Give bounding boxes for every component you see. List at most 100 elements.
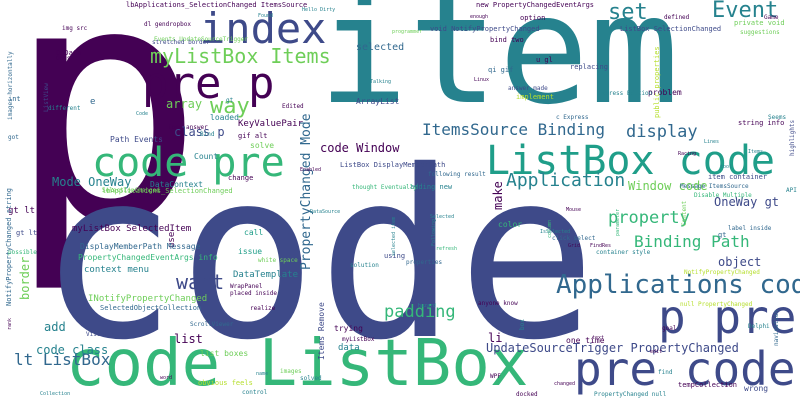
- word: word: [160, 375, 173, 381]
- word: property: [608, 208, 690, 228]
- word: images: [280, 368, 302, 375]
- word: code Window: [320, 141, 400, 155]
- word: obvious feels: [198, 379, 253, 387]
- word: option: [520, 14, 546, 22]
- word: Found: [258, 13, 274, 19]
- word: OnData: [56, 49, 82, 57]
- word: rank: [7, 317, 13, 330]
- word: gt lt: [16, 229, 38, 237]
- word: navigation: [773, 309, 780, 346]
- word: data: [338, 343, 360, 353]
- word: tempCollection: [678, 381, 738, 389]
- word: solve: [250, 141, 275, 150]
- word: c Express: [556, 114, 589, 121]
- word: pre p: [142, 58, 275, 109]
- word: KeyValuePair: [238, 119, 304, 129]
- word: Express Edition: [598, 90, 653, 97]
- word: wrong: [744, 384, 769, 393]
- word: item container: [708, 173, 768, 181]
- word: lbApplications_SelectionChanged ItemsSou…: [126, 1, 308, 9]
- word: Disable Multiple: [694, 192, 752, 199]
- word: object: [718, 255, 762, 269]
- word: INotifyPropertyChanged: [88, 294, 208, 304]
- word: PropertyChanged null: [594, 391, 667, 398]
- word: Mouse: [566, 207, 582, 213]
- word: NotifyPropertyChanged string: [5, 187, 13, 306]
- word: Talking: [370, 79, 392, 85]
- word: private void: [734, 19, 785, 27]
- word: API: [786, 187, 797, 194]
- word: set: [608, 0, 648, 25]
- word: answer made: [508, 85, 548, 92]
- word: following result: [428, 171, 486, 178]
- word: make: [491, 181, 505, 210]
- word: Bind: [200, 131, 215, 138]
- word: FindRes: [590, 243, 612, 249]
- word: trying: [334, 324, 363, 333]
- word: WrapPanel: [230, 283, 263, 290]
- word: string info: [738, 119, 785, 127]
- word: name: [256, 371, 269, 377]
- word: one time: [566, 336, 605, 345]
- word: code pre: [92, 140, 285, 186]
- word: e: [90, 97, 96, 107]
- word: Applications code: [556, 270, 800, 300]
- word: programmer: [392, 29, 423, 35]
- word: Content: [681, 200, 688, 226]
- word: class p: [174, 125, 225, 139]
- word: myListBox: [342, 336, 375, 343]
- word: change: [228, 174, 254, 182]
- word: Window code: [628, 179, 708, 193]
- word: lt ListBox: [14, 350, 111, 369]
- word: Lines: [704, 139, 720, 145]
- word: SelectionChanged: [102, 187, 160, 194]
- word: stretched border: [152, 39, 210, 46]
- word: Linux: [474, 77, 490, 83]
- word: got: [8, 134, 19, 141]
- word: using: [384, 252, 406, 260]
- word: properties: [406, 259, 443, 266]
- word: solution: [350, 262, 379, 269]
- word: list: [174, 332, 203, 346]
- word: qi gif: [488, 66, 514, 74]
- word: text: [592, 335, 605, 341]
- word: PropertyChanged Mode: [299, 113, 314, 270]
- word: possible: [8, 249, 37, 256]
- word: ItemsSource Binding: [422, 120, 606, 139]
- word: images horizontally: [7, 51, 14, 120]
- word: problem: [648, 88, 682, 97]
- word: color: [498, 220, 523, 229]
- word: replacing: [570, 63, 608, 71]
- word: changed: [554, 381, 576, 387]
- word: p: [6, 0, 205, 297]
- word: Racing: [678, 151, 697, 157]
- word: null PropertyChanged: [680, 301, 753, 308]
- word: int: [8, 95, 21, 103]
- word: Grid: [568, 243, 581, 249]
- word: DisplayMemberPath Message: [80, 242, 201, 251]
- word: ListBox DisplayMemberPath: [340, 161, 446, 169]
- word: white space: [258, 257, 298, 264]
- word: solved: [300, 375, 322, 382]
- word: gt: [226, 97, 234, 104]
- word: PropertyChangedEventArgs info: [78, 253, 218, 262]
- word: Count: [194, 152, 219, 161]
- word: parameter: [615, 208, 621, 236]
- word: Following: [431, 218, 437, 246]
- word: ListBox SelectionChanged: [620, 25, 722, 33]
- word: placed inside: [230, 290, 277, 297]
- word: padding: [384, 302, 456, 322]
- word: call: [244, 228, 264, 237]
- word: enough: [470, 14, 489, 20]
- word: refresh: [436, 246, 458, 252]
- word: OneWay gt: [714, 195, 780, 209]
- word: Selected: [430, 214, 455, 220]
- word: thought Eventually: [352, 184, 418, 191]
- word: container style: [596, 249, 651, 256]
- word: add: [44, 320, 66, 334]
- word: box: [519, 319, 526, 330]
- word: control: [242, 389, 268, 396]
- word: click select: [552, 235, 596, 242]
- word: img src: [62, 25, 88, 32]
